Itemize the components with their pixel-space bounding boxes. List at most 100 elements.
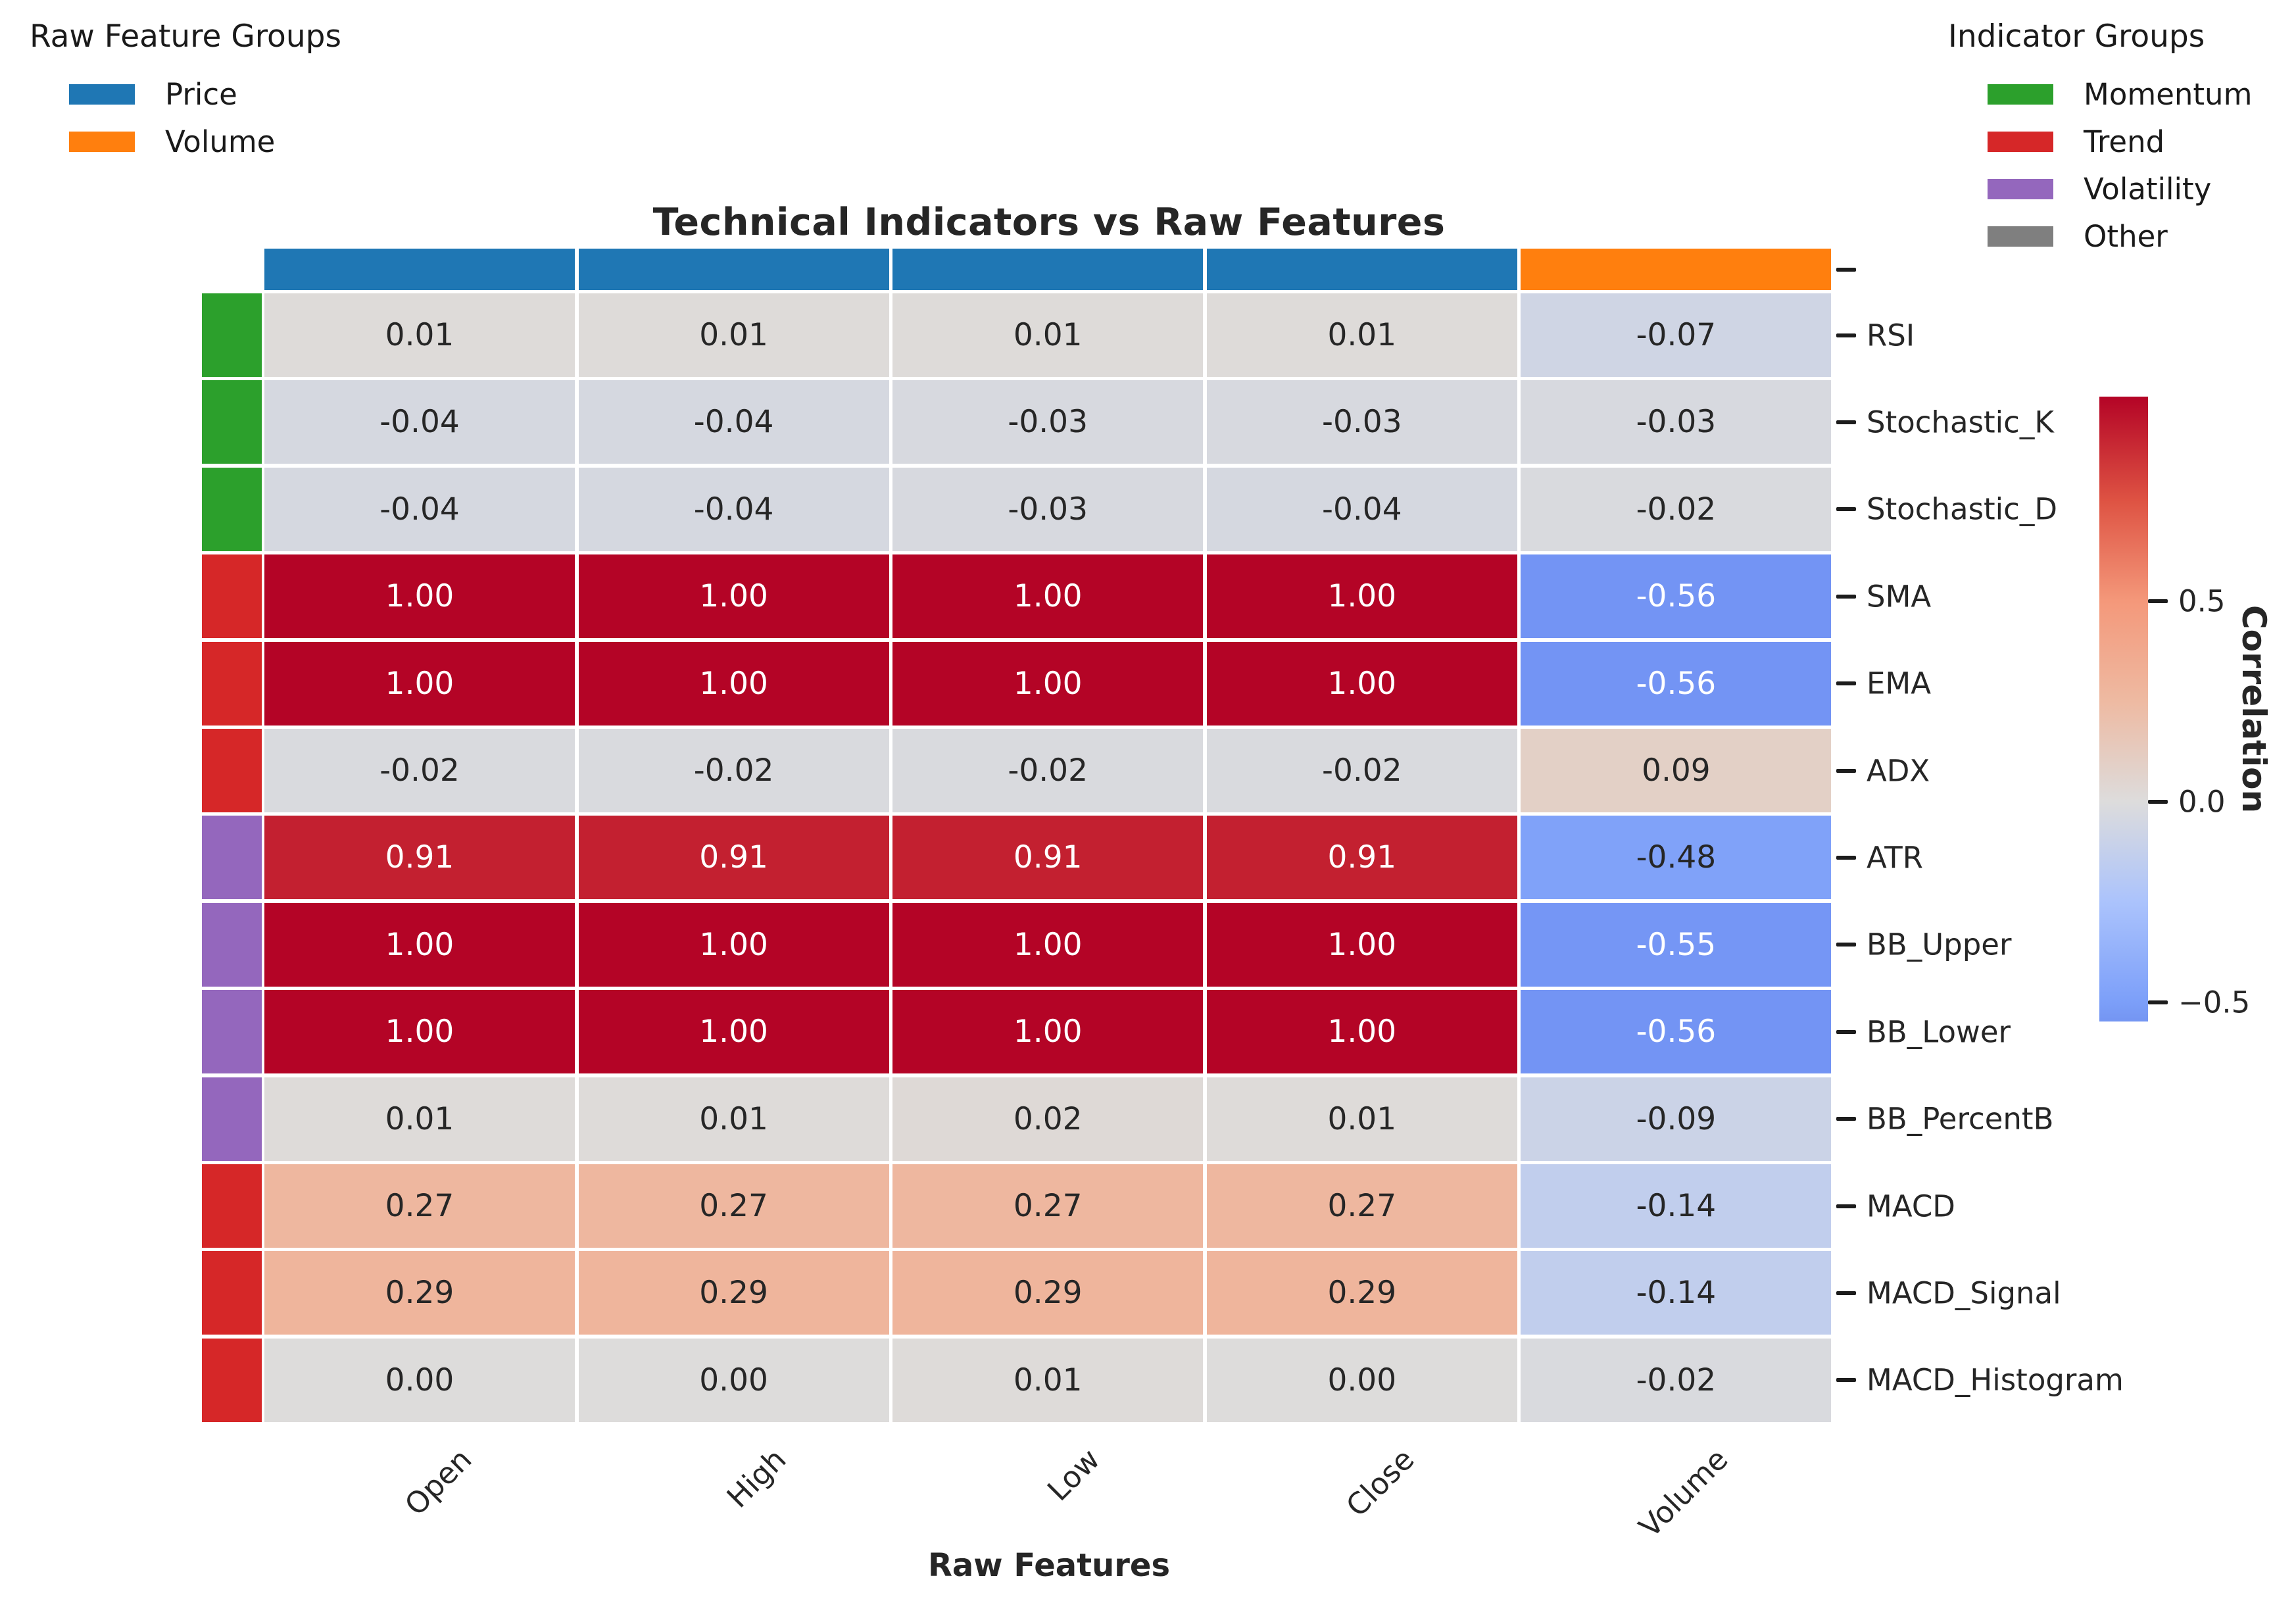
- indicator-groups-legend-title: Indicator Groups: [1948, 18, 2205, 55]
- cell-value: 0.01: [699, 1100, 768, 1137]
- heatmap-cell: -0.14: [1521, 1251, 1832, 1335]
- heatmap-cell: 0.91: [264, 816, 575, 900]
- cell-value: -0.02: [1008, 752, 1088, 789]
- row-label: Stochastic_K: [1867, 405, 2054, 440]
- heatmap-cell: 1.00: [1206, 902, 1517, 987]
- cell-value: 1.00: [699, 578, 768, 615]
- cell-value: -0.02: [1321, 752, 1402, 789]
- row-group-strip-cell: [202, 467, 262, 551]
- row-label: BB_PercentB: [1867, 1101, 2054, 1137]
- row-tick: [1836, 1029, 1856, 1034]
- price-swatch-icon: [69, 84, 135, 105]
- cell-value: 1.00: [385, 665, 454, 702]
- row-tick: [1836, 943, 1856, 947]
- colorbar-tick: [2148, 799, 2168, 804]
- row-label: BB_Upper: [1867, 927, 2012, 962]
- cell-value: 0.00: [699, 1362, 768, 1398]
- heatmap-cell: -0.02: [578, 729, 889, 812]
- row-group-strip-cell: [202, 816, 262, 900]
- row-label: MACD: [1867, 1189, 1955, 1223]
- row-label: Stochastic_D: [1867, 491, 2058, 527]
- heatmap-cell: 0.02: [892, 1077, 1204, 1161]
- cell-value: -0.03: [1321, 404, 1402, 441]
- cell-value: -0.03: [1008, 491, 1088, 528]
- trend-swatch-icon: [1988, 131, 2053, 152]
- cell-value: 0.09: [1642, 752, 1711, 789]
- row-group-strip-cell: [202, 902, 262, 987]
- row-tick: [1836, 1291, 1856, 1295]
- cell-value: 0.01: [1327, 1100, 1397, 1137]
- cell-value: -0.02: [1636, 491, 1717, 528]
- heatmap-cell: -0.03: [892, 467, 1204, 551]
- heatmap-cell: -0.02: [264, 729, 575, 812]
- heatmap-cell: -0.02: [1206, 729, 1517, 812]
- row-tick: [1836, 681, 1856, 686]
- heatmap-cell: 0.00: [1206, 1338, 1517, 1422]
- cell-value: 1.00: [1327, 578, 1397, 615]
- cell-value: 0.01: [699, 317, 768, 353]
- row-group-strip-cell: [202, 293, 262, 377]
- heatmap-cell: -0.04: [264, 380, 575, 464]
- row-group-strip-cell: [202, 641, 262, 726]
- heatmap-cell: 0.01: [892, 1338, 1204, 1422]
- cell-value: 0.00: [385, 1362, 454, 1398]
- heatmap-cell: 0.00: [578, 1338, 889, 1422]
- heatmap-cell: 0.29: [1206, 1251, 1517, 1335]
- heatmap-cell: 1.00: [1206, 554, 1517, 639]
- row-tick: [1836, 1378, 1856, 1383]
- raw-feature-groups-legend-item-price: Price: [30, 70, 341, 118]
- row-tick: [1836, 267, 1856, 272]
- cell-value: 0.01: [385, 317, 454, 353]
- indicator-groups-legend-item-label: Trend: [2084, 124, 2165, 159]
- row-tick: [1836, 420, 1856, 424]
- heatmap-cell: 1.00: [892, 641, 1204, 726]
- cell-value: 1.00: [385, 926, 454, 963]
- heatmap-cell: 0.01: [578, 293, 889, 377]
- row-label: SMA: [1867, 579, 1932, 614]
- cell-value: 0.27: [1013, 1188, 1083, 1224]
- indicator-groups-legend-item-label: Other: [2084, 218, 2168, 254]
- raw-feature-groups-legend-item-label: Volume: [165, 124, 276, 159]
- heatmap-cell: -0.02: [892, 729, 1204, 812]
- cell-value: 0.02: [1013, 1100, 1083, 1137]
- heatmap-cell: 0.29: [264, 1251, 575, 1335]
- cell-value: -0.14: [1636, 1188, 1717, 1224]
- cell-value: -0.04: [1321, 491, 1402, 528]
- cell-value: 0.29: [699, 1275, 768, 1312]
- cell-value: 0.27: [699, 1188, 768, 1224]
- heatmap-cell: 0.91: [892, 816, 1204, 900]
- row-label: ATR: [1867, 840, 1924, 875]
- heatmap-cell: 0.27: [264, 1164, 575, 1248]
- indicator-groups-legend-item-momentum: Momentum: [1948, 70, 2252, 118]
- cell-value: 1.00: [1013, 926, 1083, 963]
- heatmap-cell: -0.03: [1206, 380, 1517, 464]
- volume-swatch-icon: [69, 131, 135, 152]
- cell-value: 0.29: [385, 1275, 454, 1312]
- cell-value: 1.00: [1013, 578, 1083, 615]
- row-label: MACD_Histogram: [1867, 1362, 2124, 1398]
- row-group-strip-cell: [202, 1251, 262, 1335]
- other-swatch-icon: [1988, 226, 2053, 247]
- heatmap-cell: 0.01: [1206, 1077, 1517, 1161]
- heatmap-cell: 1.00: [892, 554, 1204, 639]
- momentum-swatch-icon: [1988, 84, 2053, 105]
- heatmap-cell: 1.00: [892, 902, 1204, 987]
- row-label: MACD_Signal: [1867, 1275, 2061, 1311]
- raw-feature-groups-legend-item-label: Price: [165, 76, 237, 112]
- cell-value: 0.27: [385, 1188, 454, 1224]
- cell-value: -0.14: [1636, 1275, 1717, 1312]
- cell-value: 0.91: [385, 839, 454, 876]
- colorbar-tick-label: −0.5: [2178, 985, 2251, 1020]
- heatmap-cell: -0.04: [578, 467, 889, 551]
- cell-value: -0.04: [693, 491, 774, 528]
- cell-value: 0.91: [1327, 839, 1397, 876]
- cell-value: -0.55: [1636, 926, 1717, 963]
- heatmap-cell: -0.03: [892, 380, 1204, 464]
- row-tick: [1836, 333, 1856, 337]
- heatmap-cell: 0.91: [578, 816, 889, 900]
- row-tick: [1836, 1117, 1856, 1121]
- heatmap-cell: 0.27: [578, 1164, 889, 1248]
- cell-value: -0.09: [1636, 1100, 1717, 1137]
